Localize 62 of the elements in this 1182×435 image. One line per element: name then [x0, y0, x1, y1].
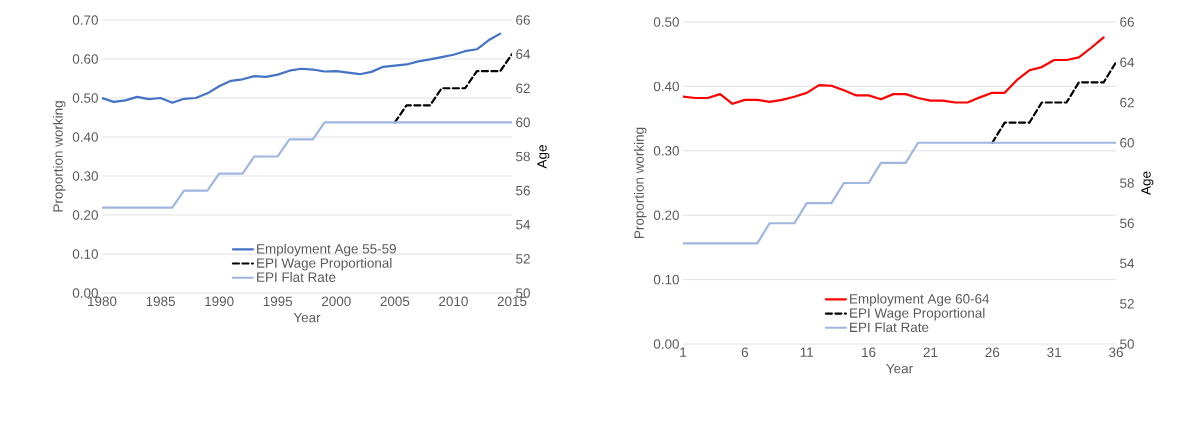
y-tick-label: 0.20: [72, 210, 98, 220]
y2-tick-label: 58: [516, 151, 530, 162]
y2-axis-title: Age: [537, 145, 550, 169]
x-tick-label: 1985: [146, 296, 175, 307]
line-series: [683, 36, 1105, 105]
y2-tick-label: 54: [1120, 258, 1135, 269]
line-series: [102, 32, 502, 104]
y-tick-label: 0.30: [653, 146, 679, 156]
y-tick-label: 0.00: [72, 288, 98, 298]
y-axis-title: Proportion working: [633, 127, 647, 238]
y-tick-label: 0.40: [72, 132, 98, 142]
y2-tick-label: 60: [1120, 137, 1134, 148]
y2-tick-label: 50: [516, 288, 530, 298]
y2-tick-label: 62: [516, 83, 530, 93]
y2-tick-label: 52: [1120, 298, 1134, 309]
legend-label: Employment Age 60-64: [850, 293, 990, 307]
y2-tick-label: 50: [1120, 339, 1134, 349]
y2-tick-label: 58: [1120, 178, 1134, 188]
x-tick-label: 1990: [205, 296, 234, 307]
y-axis-title: Proportion working: [52, 101, 66, 212]
x-tick-label: 26: [985, 347, 1000, 358]
legend-label: EPI Wage Proportional: [850, 307, 985, 321]
x-tick-label: 1980: [88, 296, 117, 307]
y-tick-label: 0.30: [72, 171, 98, 181]
x-tick-label: 11: [800, 347, 814, 357]
y2-tick-label: 66: [516, 15, 530, 25]
y-tick-label: 0.40: [653, 81, 679, 92]
y2-tick-label: 64: [1120, 57, 1135, 67]
x-tick-label: 2010: [439, 296, 468, 307]
y2-tick-label: 62: [1120, 97, 1134, 108]
y2-tick-label: 64: [516, 49, 531, 59]
x-tick-label: 36: [1109, 347, 1123, 358]
y-tick-label: 0.00: [653, 339, 679, 349]
y2-tick-label: 66: [1120, 17, 1134, 27]
x-axis-title: Year: [293, 312, 321, 323]
legend-label: Employment Age 55-59: [257, 243, 396, 257]
x-tick-label: 1: [680, 347, 687, 357]
y-tick-label: 0.50: [653, 17, 679, 27]
x-tick-label: 21: [923, 347, 938, 357]
legend-label: EPI Flat Rate: [257, 272, 336, 282]
x-tick-label: 2015: [497, 296, 527, 307]
y-tick-label: 0.10: [72, 249, 98, 259]
x-tick-label: 16: [862, 347, 876, 358]
y2-tick-label: 56: [1120, 218, 1134, 228]
y-tick-label: 0.10: [653, 274, 679, 285]
y2-tick-label: 54: [516, 220, 531, 230]
y2-axis-title: Age: [1141, 171, 1154, 195]
x-tick-label: 6: [741, 347, 749, 358]
y-tick-label: 0.70: [72, 15, 98, 25]
x-tick-label: 2005: [380, 296, 410, 307]
y2-tick-label: 52: [516, 254, 530, 264]
x-tick-label: 1995: [263, 296, 293, 307]
x-tick-label: 2000: [322, 296, 351, 307]
y-tick-label: 0.50: [72, 93, 98, 103]
x-axis-title: Year: [886, 363, 913, 374]
legend-label: EPI Wage Proportional: [257, 257, 392, 271]
y2-tick-label: 56: [516, 185, 530, 196]
y-tick-label: 0.20: [653, 210, 679, 220]
y-tick-label: 0.60: [72, 54, 98, 64]
x-tick-label: 31: [1047, 347, 1061, 358]
y2-tick-label: 60: [516, 117, 530, 128]
legend-label: EPI Flat Rate: [850, 322, 929, 332]
